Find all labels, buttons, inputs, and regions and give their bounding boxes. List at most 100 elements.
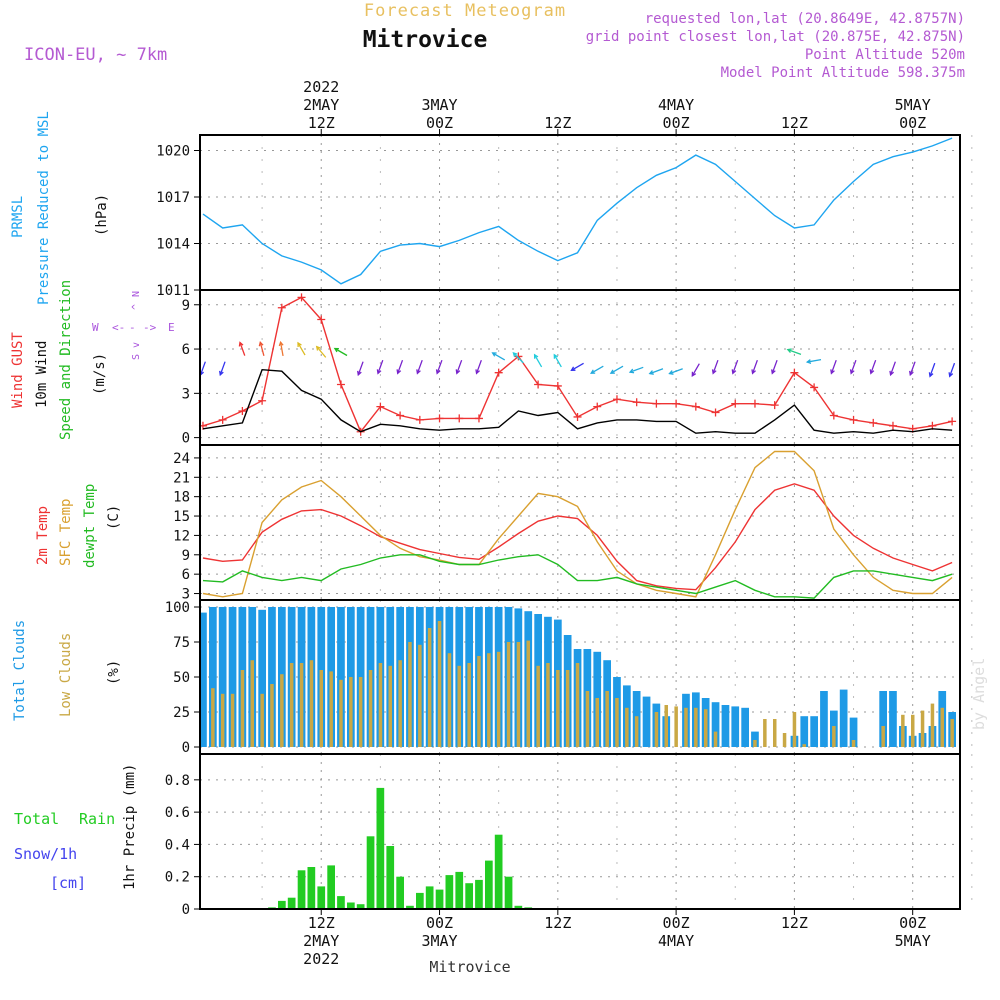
compass-west: W bbox=[92, 321, 99, 334]
clouds-bar-low-clouds bbox=[832, 726, 836, 747]
wind-direction-arrow bbox=[949, 362, 956, 377]
clouds-bar-low-clouds bbox=[280, 674, 284, 747]
wind-ytick-label: 6 bbox=[182, 342, 190, 358]
clouds-ytick-label: 25 bbox=[173, 705, 190, 721]
clouds-bar-low-clouds bbox=[319, 670, 323, 747]
gust-marker bbox=[297, 293, 306, 302]
precip-bar-total-rain bbox=[327, 865, 335, 909]
wind-direction-arrow bbox=[259, 342, 265, 356]
clouds-bar-total-clouds bbox=[879, 691, 887, 747]
clouds-bar-low-clouds bbox=[625, 707, 629, 747]
wind-direction-arrow bbox=[219, 361, 226, 376]
precip-bar-total-rain bbox=[445, 875, 454, 909]
wind-direction-arrowhead bbox=[333, 347, 339, 353]
clouds-bar-low-clouds bbox=[270, 684, 274, 747]
wind-direction-arrowhead bbox=[711, 369, 717, 375]
clouds-bar-low-clouds bbox=[378, 663, 383, 747]
clouds-bar-low-clouds bbox=[940, 707, 944, 747]
clouds-bar-low-clouds bbox=[309, 660, 314, 747]
wind-labels: Wind GUST 10m Wind Speed and Direction (… bbox=[10, 280, 175, 440]
precip-ytick-label: 0.2 bbox=[165, 870, 190, 886]
gridpoint-coords: grid point closest lon,lat (20.875E, 42.… bbox=[586, 29, 965, 45]
wind-direction-arrowhead bbox=[731, 369, 737, 375]
clouds-bar-total-clouds bbox=[258, 609, 266, 747]
clouds-bar-low-clouds bbox=[408, 642, 412, 747]
temp-2m-label: 2m Temp bbox=[35, 506, 51, 565]
clouds-bar-total-clouds bbox=[751, 731, 759, 747]
precip-bar-total-rain bbox=[475, 879, 483, 909]
wind-direction-arrowhead bbox=[869, 369, 875, 375]
bottom-axis-label: 00Z bbox=[899, 914, 926, 932]
wind-direction-arrow bbox=[279, 342, 284, 357]
gust-marker bbox=[810, 383, 819, 392]
bottom-axis-label: 2022 bbox=[303, 950, 339, 968]
gust-marker bbox=[849, 415, 858, 424]
wind-direction-arrow bbox=[456, 359, 463, 374]
total-clouds-label: Total Clouds bbox=[12, 620, 28, 721]
wind-direction-arrowhead bbox=[691, 371, 697, 377]
gust-marker bbox=[573, 412, 582, 421]
precip-bar-total-rain bbox=[347, 902, 355, 909]
precip-ytick-label: 0.8 bbox=[165, 773, 190, 789]
clouds-bar-low-clouds bbox=[851, 740, 856, 747]
top-axis-label: 12Z bbox=[544, 114, 571, 132]
pressure-ytick-label: 1011 bbox=[156, 283, 190, 299]
gust-marker bbox=[218, 415, 227, 424]
clouds-bar-low-clouds bbox=[220, 693, 225, 747]
wind-direction-arrow bbox=[850, 359, 857, 374]
wind-ytick-label: 9 bbox=[182, 298, 190, 314]
low-clouds-label: Low Clouds bbox=[58, 633, 74, 717]
wind-direction-arrow bbox=[771, 359, 778, 374]
wind-direction-arrow bbox=[629, 366, 644, 373]
temp-unit: (C) bbox=[106, 505, 122, 530]
top-axis-label: 4MAY bbox=[658, 96, 694, 114]
clouds-bar-low-clouds bbox=[634, 716, 639, 747]
compass-west-arrow: <- bbox=[112, 321, 125, 334]
temp-frame bbox=[199, 444, 961, 601]
clouds-bar-low-clouds bbox=[536, 665, 540, 747]
bottom-axis-label: 00Z bbox=[426, 914, 453, 932]
precip-ytick-label: 0.6 bbox=[165, 805, 190, 821]
precip-bar-total-rain bbox=[435, 889, 444, 909]
clouds-bar-low-clouds bbox=[506, 642, 511, 747]
clouds-bar-low-clouds bbox=[339, 679, 343, 747]
temp-ytick-label: 15 bbox=[173, 509, 190, 525]
pressure-unit: (hPa) bbox=[94, 194, 110, 236]
clouds-bar-low-clouds bbox=[329, 671, 333, 747]
wind-direction-arrowhead bbox=[491, 352, 497, 357]
temp-ytick-label: 18 bbox=[173, 490, 190, 506]
clouds-bar-low-clouds bbox=[753, 740, 757, 747]
clouds-bar-low-clouds bbox=[802, 744, 806, 747]
clouds-bar-low-clouds bbox=[230, 693, 235, 747]
clouds-bar-low-clouds bbox=[250, 660, 254, 747]
gust-marker bbox=[514, 352, 523, 361]
clouds-ytick-label: 75 bbox=[173, 635, 190, 651]
wind-direction-arrow bbox=[553, 354, 562, 368]
gust-marker bbox=[731, 399, 740, 408]
clouds-bar-total-clouds bbox=[642, 696, 651, 747]
compass-center: - bbox=[129, 321, 136, 334]
gust-marker bbox=[790, 368, 799, 377]
temp-panel: 3 6 9 12 15 18 21 24 bbox=[173, 444, 973, 603]
location-title: Mitrovice bbox=[363, 27, 488, 53]
clouds-bar-low-clouds bbox=[358, 677, 363, 747]
gust-marker bbox=[258, 396, 267, 405]
clouds-bar-low-clouds bbox=[615, 698, 619, 747]
top-axis-label: 00Z bbox=[663, 114, 690, 132]
model-label: ICON-EU, ~ 7km bbox=[24, 45, 167, 65]
clouds-bar-low-clouds bbox=[487, 653, 491, 747]
requested-coords: requested lon,lat (20.8649E, 42.8757N) bbox=[645, 11, 965, 27]
precip-labels: Total Rain Snow/1h [cm] 1hr Precip (mm) bbox=[14, 764, 138, 892]
gust-marker bbox=[612, 395, 621, 404]
precip-unit: 1hr Precip (mm) bbox=[122, 764, 138, 890]
precip-bar-total-rain bbox=[307, 867, 316, 909]
wind-direction-arrow bbox=[929, 362, 936, 377]
clouds-bar-low-clouds bbox=[713, 731, 718, 747]
precip-bar-total-rain bbox=[485, 860, 493, 909]
wind-direction-arrow bbox=[475, 359, 482, 374]
gust-marker bbox=[455, 414, 464, 423]
wind-direction-arrowhead bbox=[416, 369, 421, 375]
pressure-panel: 1011 1014 1017 1020 bbox=[156, 134, 973, 299]
clouds-bar-low-clouds bbox=[546, 663, 550, 747]
